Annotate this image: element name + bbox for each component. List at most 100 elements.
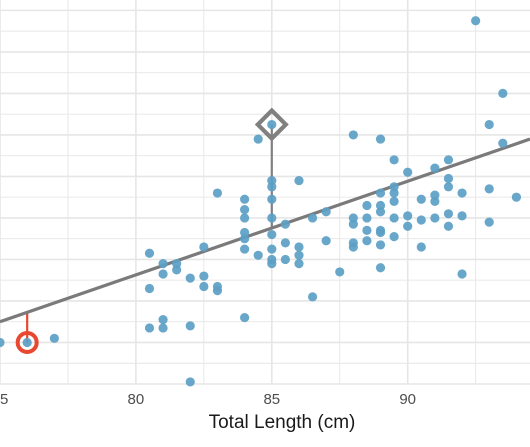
data-point	[511, 192, 522, 202]
data-point	[267, 213, 277, 223]
data-point	[430, 163, 440, 173]
x-tick-labels: 75 80 85 90	[0, 391, 416, 408]
data-point	[280, 219, 290, 229]
data-point	[375, 188, 386, 198]
data-point	[253, 250, 263, 260]
data-point	[457, 188, 467, 198]
data-point	[212, 188, 223, 198]
data-point	[294, 242, 304, 252]
data-point	[321, 236, 331, 246]
data-point	[375, 134, 386, 144]
x-axis-label: Total Length (cm)	[209, 412, 356, 433]
data-point	[443, 221, 454, 231]
data-point	[267, 229, 277, 240]
data-point	[240, 244, 250, 254]
data-point	[144, 248, 155, 258]
data-point	[307, 213, 318, 223]
data-point	[375, 200, 386, 211]
data-point	[199, 271, 209, 281]
data-point	[457, 211, 467, 221]
data-point	[416, 242, 426, 252]
data-point	[240, 227, 250, 238]
data-point	[185, 321, 195, 331]
data-point	[158, 323, 168, 333]
data-point	[348, 130, 358, 140]
data-point	[375, 225, 386, 235]
data-point	[240, 194, 250, 204]
data-point	[498, 138, 508, 148]
data-point	[144, 283, 155, 294]
data-point	[416, 194, 426, 204]
data-point	[172, 265, 182, 275]
data-point	[443, 155, 454, 165]
data-point	[267, 259, 277, 269]
data-point	[348, 238, 358, 248]
data-point	[348, 213, 358, 223]
data-point	[389, 232, 399, 242]
data-points	[0, 16, 522, 387]
data-point	[294, 175, 304, 186]
data-point	[498, 88, 508, 99]
data-point	[199, 281, 209, 292]
data-point	[199, 242, 209, 252]
data-point	[267, 194, 277, 204]
data-point	[158, 315, 168, 325]
highlight-diamond-marker	[254, 107, 289, 142]
data-point	[362, 236, 372, 246]
data-point	[144, 323, 155, 333]
data-point	[403, 221, 413, 231]
data-point	[240, 213, 250, 223]
data-point	[307, 292, 318, 302]
data-point	[443, 182, 454, 192]
x-tick-label: 85	[263, 391, 280, 408]
data-point	[158, 259, 168, 269]
data-point	[294, 250, 304, 260]
data-point	[49, 333, 59, 343]
data-point	[267, 244, 277, 254]
data-point	[484, 184, 494, 194]
data-point	[362, 200, 372, 211]
data-point	[185, 273, 195, 283]
data-point	[375, 263, 386, 273]
x-tick-label: 75	[0, 391, 8, 408]
residual-lines	[26, 124, 273, 343]
data-point	[403, 167, 413, 177]
data-point	[240, 205, 250, 215]
data-point	[280, 238, 290, 248]
data-point	[389, 213, 399, 223]
data-point	[430, 190, 440, 200]
data-point	[443, 173, 454, 184]
data-point	[267, 119, 277, 130]
grid-major	[0, 0, 530, 385]
highlight-circle-marker	[15, 330, 39, 354]
regression-line-group	[0, 137, 530, 324]
data-point	[22, 337, 32, 348]
data-point	[335, 267, 345, 277]
data-point	[280, 254, 290, 265]
grid-minor	[0, 0, 530, 384]
data-point	[457, 269, 467, 279]
data-point	[403, 211, 413, 221]
data-point	[158, 269, 168, 279]
x-tick-label: 90	[399, 391, 416, 408]
data-point	[389, 155, 399, 165]
x-tick-label: 80	[128, 391, 145, 408]
data-point	[430, 213, 440, 223]
data-point	[212, 281, 223, 292]
data-point	[375, 240, 386, 250]
data-point	[443, 209, 454, 219]
data-point	[416, 215, 426, 225]
regression-line	[0, 137, 530, 324]
data-point	[321, 207, 331, 217]
data-point	[267, 175, 277, 186]
data-point	[484, 119, 494, 130]
data-point	[240, 312, 250, 323]
data-point	[185, 377, 195, 387]
data-point	[362, 213, 372, 223]
data-point	[0, 337, 5, 348]
data-point	[389, 182, 399, 192]
data-point	[362, 225, 372, 235]
data-point	[253, 134, 263, 144]
